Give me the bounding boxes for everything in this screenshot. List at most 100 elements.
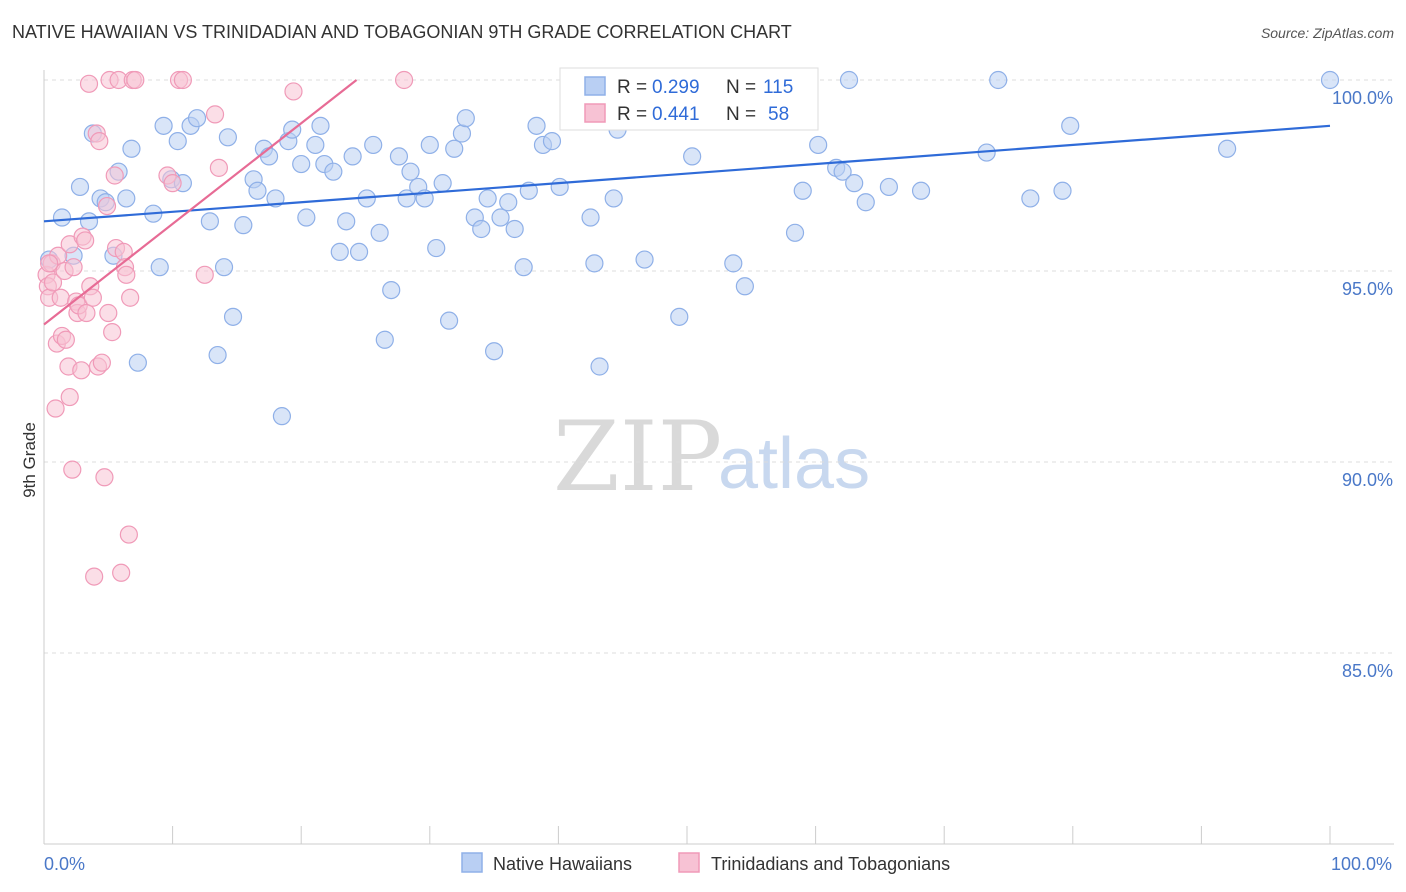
data-point	[46, 399, 65, 418]
data-point	[472, 219, 491, 239]
data-point	[604, 189, 623, 208]
y-tick-labels: 100.0% 95.0% 90.0% 85.0%	[1332, 88, 1393, 681]
legend-n-value-1: 115	[763, 77, 793, 98]
data-point	[1218, 139, 1237, 158]
data-point	[364, 135, 383, 155]
data-point	[90, 132, 109, 151]
x-tick-label-right: 100.0%	[1331, 854, 1392, 874]
data-point	[311, 116, 330, 135]
data-point	[989, 70, 1008, 90]
data-point	[168, 132, 187, 151]
data-point	[83, 288, 102, 307]
data-point	[117, 265, 136, 284]
data-point	[491, 208, 510, 227]
data-point	[105, 166, 124, 185]
y-tick-label: 90.0%	[1342, 470, 1393, 490]
data-point	[439, 311, 459, 330]
data-point	[833, 162, 852, 181]
data-point	[79, 212, 99, 231]
data-point	[92, 353, 111, 372]
data-point	[542, 132, 562, 151]
watermark: ZIP atlas	[553, 401, 870, 513]
data-point	[122, 139, 141, 158]
data-point	[349, 242, 369, 261]
data-point	[485, 342, 504, 361]
data-point	[76, 231, 95, 250]
bottom-legend-swatch-native-hawaiians	[461, 852, 483, 873]
data-point	[173, 70, 192, 90]
x-tick-label-left: 0.0%	[44, 854, 85, 874]
data-point	[809, 135, 828, 155]
data-point	[154, 116, 173, 135]
data-point	[40, 254, 59, 273]
data-point	[103, 323, 122, 342]
data-point	[499, 193, 518, 212]
legend-swatch-native-hawaiians	[584, 76, 606, 96]
y-tick-label: 85.0%	[1342, 661, 1393, 681]
data-point	[223, 307, 243, 326]
data-point	[163, 174, 182, 193]
y-tick-label: 95.0%	[1342, 279, 1393, 299]
legend-r-value-2: 0.441	[652, 104, 700, 125]
data-point	[119, 525, 138, 544]
data-point	[911, 181, 931, 200]
data-point	[200, 212, 219, 231]
data-point	[343, 147, 362, 166]
data-point	[297, 208, 316, 227]
series-legend: Native Hawaiians Trinidadians and Tobago…	[461, 852, 950, 874]
watermark-zip: ZIP	[553, 401, 722, 513]
data-point	[70, 177, 90, 197]
bottom-legend-label-trinidadians: Trinidadians and Tobagonians	[711, 854, 950, 874]
series-trinidadians	[37, 70, 414, 586]
data-point	[266, 189, 285, 208]
data-point	[51, 288, 70, 307]
data-point	[845, 174, 864, 193]
data-point	[126, 70, 145, 90]
legend-swatch-trinidadians	[584, 103, 606, 123]
data-point	[97, 196, 117, 216]
data-point	[234, 216, 253, 235]
data-point	[64, 258, 83, 277]
data-point	[324, 162, 343, 181]
data-point	[208, 345, 227, 365]
data-point	[581, 208, 600, 227]
data-point	[1320, 70, 1340, 90]
data-point	[99, 303, 118, 323]
data-point	[259, 147, 279, 166]
data-point	[478, 189, 497, 208]
data-point	[670, 307, 689, 326]
data-point	[550, 177, 569, 197]
data-point	[209, 158, 228, 177]
watermark-atlas: atlas	[718, 424, 870, 504]
data-point	[63, 460, 82, 479]
bottom-legend-label-native-hawaiians: Native Hawaiians	[493, 854, 632, 874]
legend-r-label-2: R =	[617, 104, 647, 125]
data-point	[1021, 189, 1040, 208]
data-point	[85, 567, 104, 586]
legend-n-value-2: 58	[768, 104, 789, 125]
data-point	[452, 124, 472, 143]
legend-n-label-1: N =	[726, 77, 756, 98]
data-point	[112, 563, 131, 582]
data-point	[72, 361, 91, 380]
data-point	[60, 387, 79, 407]
data-point	[77, 303, 96, 323]
legend-r-label-1: R =	[617, 77, 647, 98]
legend-n-label-2: N =	[726, 104, 756, 125]
data-point	[292, 154, 311, 174]
data-point	[370, 223, 389, 242]
data-point	[394, 70, 414, 90]
data-point	[635, 250, 654, 269]
data-point	[205, 105, 225, 124]
data-point	[793, 181, 812, 200]
data-point	[433, 174, 452, 193]
data-point	[337, 212, 356, 231]
data-point	[585, 254, 604, 273]
trend-line-trinidadians	[43, 79, 358, 326]
y-axis-label: 9th Grade	[20, 422, 39, 498]
data-point	[79, 74, 99, 93]
data-point	[330, 242, 349, 261]
data-point	[1053, 181, 1072, 200]
data-point	[505, 219, 524, 239]
data-point	[389, 147, 409, 166]
